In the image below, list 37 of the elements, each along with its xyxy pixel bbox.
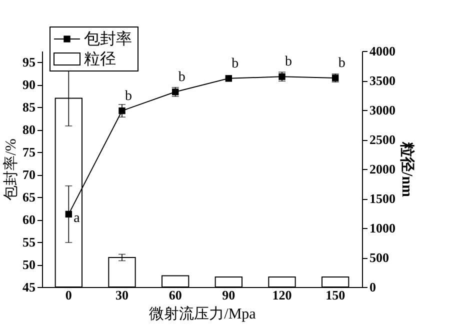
- y2-tick-label: 3500: [370, 73, 396, 88]
- y-axis-title: 包封率/%: [2, 138, 20, 200]
- y2-axis-title: 粒径/nm: [398, 140, 416, 198]
- annotation: b: [232, 56, 239, 72]
- y2-tick-label: 2500: [370, 132, 396, 147]
- point: [225, 75, 232, 82]
- y2-tick-label: 4000: [370, 44, 396, 58]
- legend-label: 包封率: [84, 30, 132, 48]
- annotation: b: [178, 70, 186, 85]
- x-tick-label: 90: [222, 288, 236, 302]
- y-tick-label: 45: [22, 280, 36, 294]
- annotation: a: [74, 211, 81, 226]
- y-tick-label: 60: [22, 212, 36, 228]
- y-tick-label: 90: [22, 77, 36, 92]
- y-tick-label: 95: [22, 54, 36, 70]
- x-axis-title: 微射流压力/Mpa: [149, 306, 256, 322]
- y-tick-label: 85: [22, 100, 36, 115]
- legend-label: 粒径: [84, 51, 116, 68]
- y-tick-label: 80: [22, 122, 36, 138]
- y-tick-label: 70: [22, 167, 36, 182]
- annotation: b: [125, 88, 132, 104]
- x-tick-label: 120: [272, 288, 292, 302]
- y2-tick-label: 2000: [370, 162, 396, 176]
- annotation: b: [338, 56, 346, 71]
- y2-tick-label: 3000: [370, 102, 396, 118]
- y-tick-label: 55: [22, 234, 36, 250]
- annotation: b: [285, 54, 292, 70]
- y-tick-label: 75: [22, 144, 36, 160]
- x-tick-label: 0: [65, 288, 72, 302]
- y2-tick-label: 1500: [370, 191, 396, 206]
- y2-tick-label: 1000: [370, 220, 396, 236]
- x-tick-label: 30: [116, 288, 128, 302]
- x-tick-label: 60: [168, 288, 182, 302]
- x-tick-label: 150: [326, 288, 346, 302]
- y-tick-label: 65: [22, 190, 36, 205]
- y-tick-label: 50: [22, 257, 36, 272]
- y2-tick-label: 500: [370, 250, 389, 265]
